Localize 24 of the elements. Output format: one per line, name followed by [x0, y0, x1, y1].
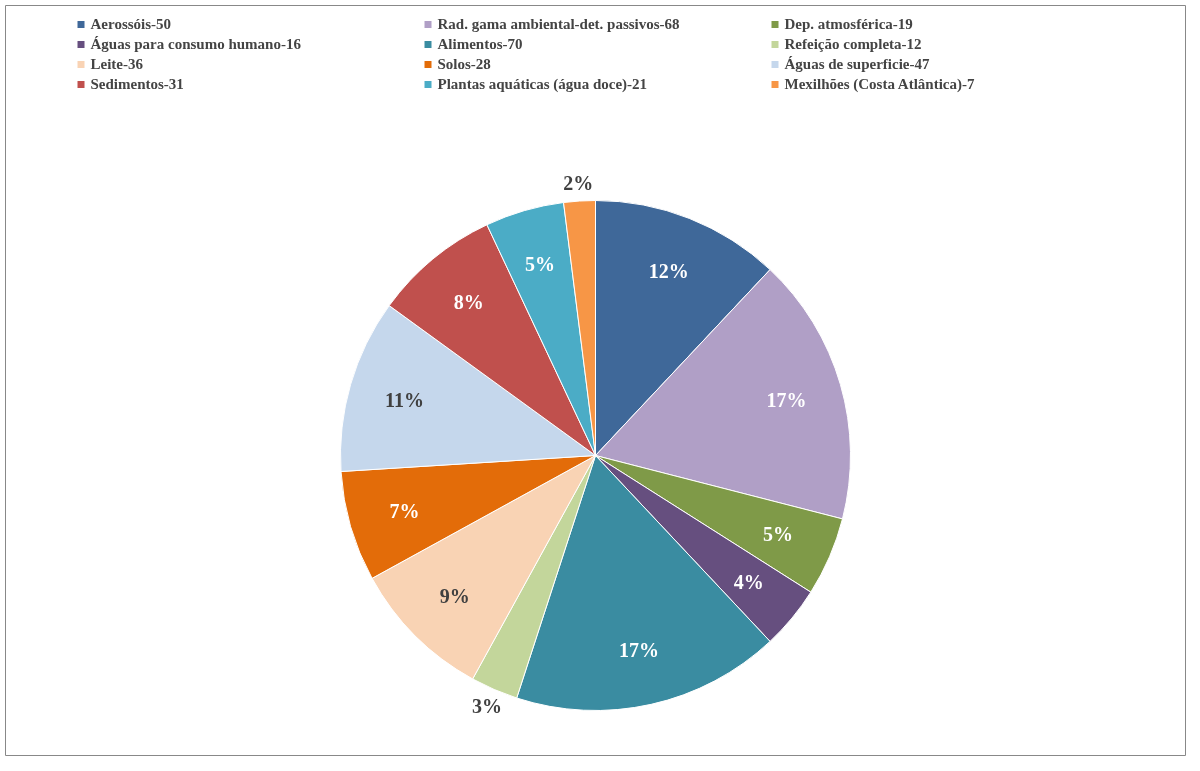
- legend-label: Plantas aquáticas (água doce)-21: [437, 75, 649, 93]
- data-label: 5%: [763, 523, 794, 546]
- legend-label: Águas para consumo humano-16: [90, 35, 302, 53]
- data-label: 17%: [618, 638, 659, 661]
- data-label: 17%: [766, 389, 807, 412]
- data-label: 7%: [389, 499, 420, 522]
- data-label: 11%: [385, 389, 424, 412]
- legend-label: Aerossóis-50: [90, 15, 173, 33]
- data-label: 3%: [472, 695, 503, 718]
- data-label: 9%: [439, 585, 470, 608]
- legend-label: Leite-36: [90, 55, 144, 73]
- data-label: 12%: [648, 259, 689, 282]
- legend-label: Refeição completa-12: [784, 35, 923, 53]
- data-label: 5%: [525, 253, 556, 276]
- data-label: 4%: [733, 571, 764, 594]
- legend-label: Rad. gama ambiental-det. passivos-68: [437, 15, 681, 33]
- legend-label: Mexilhões (Costa Atlântica)-7: [784, 75, 976, 93]
- legend-label: Águas de superficie-47: [784, 55, 931, 73]
- legend-label: Solos-28: [437, 55, 492, 73]
- legend-label: Dep. atmosférica-19: [784, 15, 914, 33]
- legend-label: Sedimentos-31: [90, 75, 185, 93]
- data-label: 2%: [563, 172, 594, 195]
- legend-label: Alimentos-70: [437, 35, 524, 53]
- data-label: 8%: [453, 291, 484, 314]
